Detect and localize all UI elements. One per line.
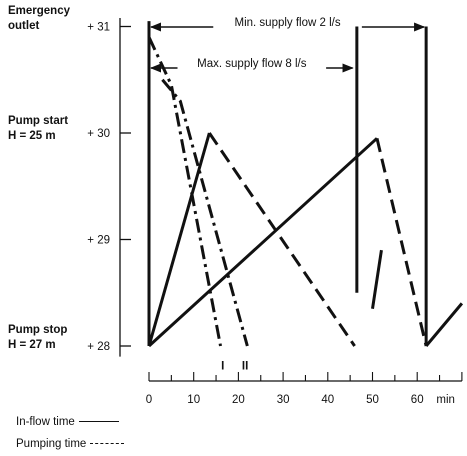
series-line-dashdot xyxy=(147,36,222,347)
x-tick-label: 30 xyxy=(277,394,290,406)
y-side-label: H = 27 m xyxy=(8,339,56,351)
series-layer xyxy=(147,21,464,348)
x-unit-label: min xyxy=(436,394,455,406)
legend-swatch-dashed xyxy=(90,443,125,445)
series-line-dashed xyxy=(208,132,356,347)
x-tick-label: 40 xyxy=(321,394,334,406)
series-line-solid xyxy=(371,249,383,309)
x-tick-label: 20 xyxy=(232,394,245,406)
series-line-solid xyxy=(147,137,378,348)
y-side-label: H = 25 m xyxy=(8,130,56,142)
y-tick-label: + 30 xyxy=(87,128,110,140)
annotation-label: Min. supply flow 2 l/s xyxy=(235,17,341,29)
x-tick-label: 60 xyxy=(411,394,424,406)
y-tick-label: + 28 xyxy=(87,341,110,353)
legend-label-pumping: Pumping time xyxy=(16,438,87,450)
curve-marker: II xyxy=(242,360,248,372)
annotation-bg xyxy=(177,57,327,73)
annotation-bg xyxy=(213,16,362,32)
y-tick-label: + 31 xyxy=(87,22,110,34)
legend-item-inflow: In-flow time xyxy=(16,416,119,428)
y-side-label: Pump stop xyxy=(8,324,67,336)
series-line-dashed xyxy=(375,137,428,347)
x-tick-label: 0 xyxy=(146,394,152,406)
annotation-label: Max. supply flow 8 l/s xyxy=(197,58,307,70)
curve-marker: I xyxy=(221,360,224,372)
text-layer: + 28 + 29 + 30 + 31 Emergency outlet Pump star… xyxy=(8,5,455,406)
y-side-label: Pump start xyxy=(8,115,68,127)
y-side-label: outlet xyxy=(8,20,39,32)
series-line-solid xyxy=(147,132,211,347)
y-tick-label: + 29 xyxy=(87,235,110,247)
series-line-dashdot xyxy=(161,78,249,347)
legend-swatch-solid xyxy=(78,421,119,423)
x-tick-label: 50 xyxy=(366,394,379,406)
x-tick-label: 10 xyxy=(187,394,200,406)
legend-item-pumping: Pumping time xyxy=(16,438,125,450)
axes-layer xyxy=(119,16,463,382)
legend-label-inflow: In-flow time xyxy=(16,416,75,428)
series-line-solid xyxy=(424,302,464,347)
y-side-label: Emergency xyxy=(8,5,71,17)
